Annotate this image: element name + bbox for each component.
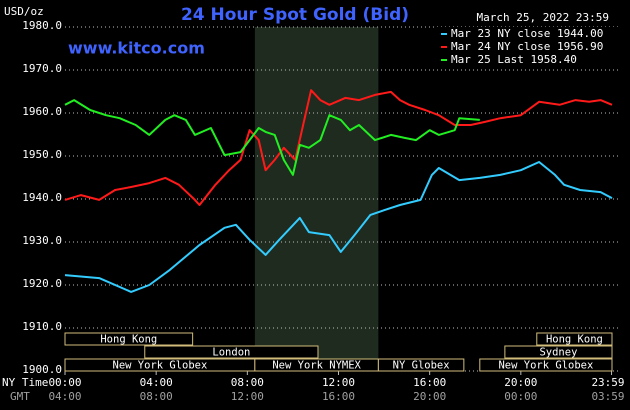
- legend-label: Mar 23 NY close 1944.00: [451, 27, 603, 40]
- x2-tick-label: 00:00: [504, 390, 537, 403]
- y-tick-label: 1900.0: [22, 363, 62, 376]
- x-tick-label: 12:00: [322, 376, 355, 389]
- session-label: Sydney: [539, 347, 577, 359]
- timestamp: March 25, 2022 23:59: [477, 11, 609, 24]
- x2-tick-label: 04:00: [48, 390, 81, 403]
- x-tick-label: 00:00: [48, 376, 81, 389]
- session-box: [479, 358, 613, 372]
- x2-tick-label: 16:00: [322, 390, 355, 403]
- chart-title: 24 Hour Spot Gold (Bid): [181, 5, 409, 25]
- x-tick-label: 20:00: [504, 376, 537, 389]
- x-tick-label: 04:00: [140, 376, 173, 389]
- session-label: New York Globex: [498, 360, 593, 372]
- session-label: London: [212, 347, 250, 359]
- y-tick-label: 1910.0: [22, 320, 62, 333]
- y-tick-label: 1970.0: [22, 62, 62, 75]
- price-line: [64, 89, 613, 206]
- price-line: [64, 99, 480, 176]
- legend-label: Mar 24 NY close 1956.90: [451, 40, 603, 53]
- x2-tick-label: 08:00: [140, 390, 173, 403]
- session-label: NY Globex: [393, 360, 450, 372]
- x-tick-label: 16:00: [413, 376, 446, 389]
- x-row-label: NY Time: [2, 376, 48, 389]
- x2-row-label: GMT: [10, 390, 30, 403]
- session-label: Hong Kong: [100, 334, 157, 346]
- session-box: [144, 345, 319, 359]
- session-box: [536, 332, 613, 346]
- legend-label: Mar 25 Last 1958.40: [451, 53, 577, 66]
- legend-box: [437, 27, 620, 67]
- y-tick-label: 1940.0: [22, 191, 62, 204]
- unit-label: USD/oz: [4, 5, 44, 18]
- x2-tick-label: 20:00: [413, 390, 446, 403]
- session-label: New York NYMEX: [272, 360, 361, 372]
- session-box: [64, 332, 194, 346]
- x2-tick-label: 03:59: [591, 390, 624, 403]
- x2-tick-label: 12:00: [231, 390, 264, 403]
- y-tick-label: 1930.0: [22, 234, 62, 247]
- site-label: www.kitco.com: [68, 39, 205, 58]
- y-tick-label: 1960.0: [22, 105, 62, 118]
- y-tick-label: 1980.0: [22, 19, 62, 32]
- session-label: Hong Kong: [546, 334, 603, 346]
- session-box: [377, 358, 465, 372]
- y-tick-label: 1950.0: [22, 148, 62, 161]
- y-tick-label: 1920.0: [22, 277, 62, 290]
- session-box: [504, 345, 613, 359]
- price-line: [64, 161, 613, 293]
- x-tick-label: 23:59: [591, 376, 624, 389]
- session-label: New York Globex: [113, 360, 208, 372]
- x-tick-label: 08:00: [231, 376, 264, 389]
